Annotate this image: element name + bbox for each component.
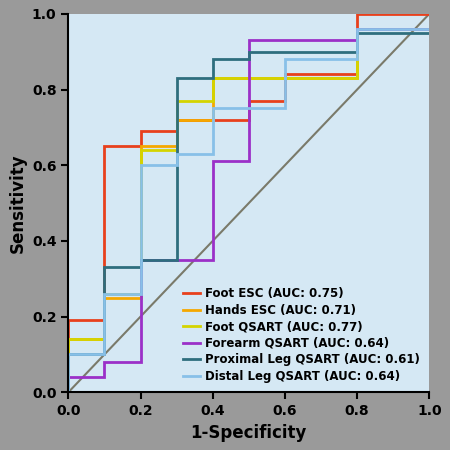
Y-axis label: Sensitivity: Sensitivity [9, 153, 27, 253]
Legend: Foot ESC (AUC: 0.75), Hands ESC (AUC: 0.71), Foot QSART (AUC: 0.77), Forearm QSA: Foot ESC (AUC: 0.75), Hands ESC (AUC: 0.… [179, 284, 423, 387]
X-axis label: 1-Specificity: 1-Specificity [191, 423, 307, 441]
